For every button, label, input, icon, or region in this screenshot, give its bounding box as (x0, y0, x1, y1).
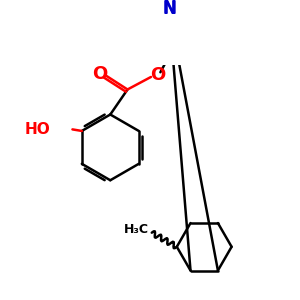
Text: H₃C: H₃C (124, 223, 148, 236)
Text: N: N (162, 0, 176, 17)
Text: HO: HO (25, 122, 50, 137)
Circle shape (164, 4, 175, 15)
Text: O: O (92, 65, 107, 83)
Text: O: O (150, 66, 166, 84)
Text: N: N (162, 0, 176, 18)
